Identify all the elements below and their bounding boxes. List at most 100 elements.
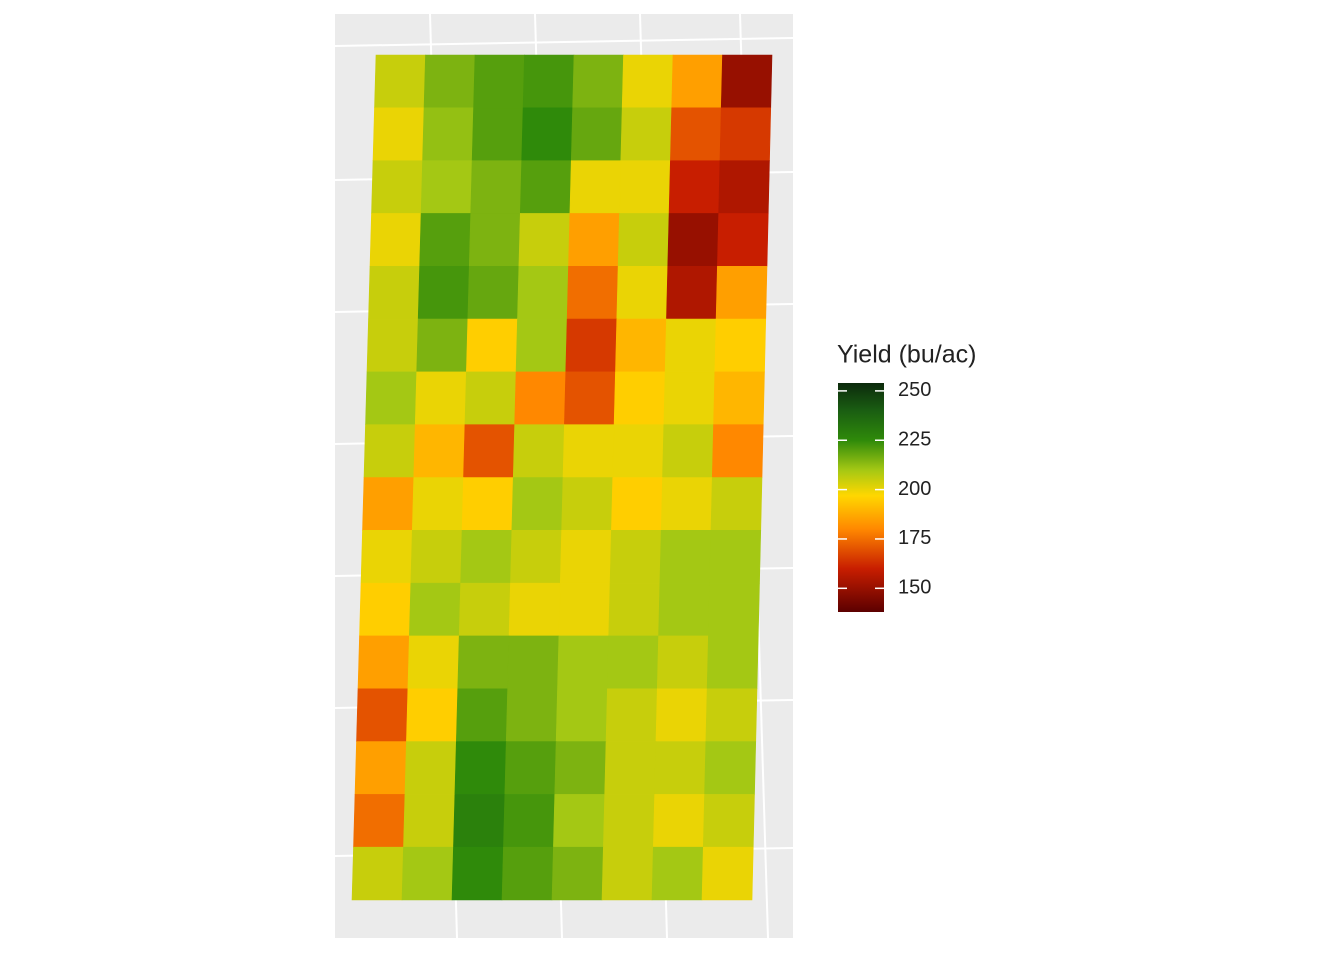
- yield-cell: [420, 160, 473, 214]
- yield-cell: [404, 741, 457, 795]
- yield-cell: [660, 477, 713, 531]
- yield-cell: [553, 794, 605, 848]
- yield-cell: [611, 477, 663, 531]
- yield-cell: [601, 846, 654, 901]
- yield-cell: [518, 213, 571, 267]
- yield-cell: [621, 54, 674, 109]
- yield-cell: [655, 688, 708, 742]
- yield-cell: [608, 582, 661, 637]
- yield-cell: [419, 213, 471, 267]
- yield-cell: [512, 424, 565, 478]
- yield-cell: [357, 635, 410, 690]
- yield-cell: [368, 265, 420, 320]
- yield-cell: [463, 424, 515, 478]
- yield-cell: [409, 582, 461, 637]
- legend-tick-label: 200: [898, 478, 931, 500]
- yield-cell: [711, 424, 764, 478]
- yield-cell: [515, 318, 568, 373]
- yield-cell: [619, 160, 671, 214]
- yield-cell: [612, 424, 665, 478]
- yield-cell: [617, 213, 670, 267]
- yield-cell: [423, 54, 476, 109]
- yield-cell: [360, 530, 413, 584]
- yield-cell: [559, 530, 612, 584]
- yield-cell: [558, 582, 611, 637]
- yield-cells: [351, 54, 773, 901]
- yield-cell: [501, 846, 554, 901]
- yield-cell: [603, 794, 655, 848]
- yield-cell: [468, 213, 521, 267]
- yield-cell: [353, 794, 406, 848]
- yield-cell: [554, 741, 607, 795]
- yield-cell: [701, 846, 754, 901]
- yield-cell: [410, 530, 463, 584]
- legend-tick-label: 175: [898, 527, 931, 549]
- yield-cell: [510, 530, 562, 584]
- yield-cell: [714, 318, 767, 373]
- yield-cell: [508, 582, 561, 637]
- yield-cell: [719, 107, 772, 161]
- yield-cell: [671, 54, 723, 109]
- yield-cell: [557, 635, 610, 690]
- yield-cell: [718, 160, 770, 214]
- yield-cell: [710, 477, 763, 531]
- yield-cell: [615, 318, 667, 373]
- yield-cell: [505, 688, 558, 742]
- yield-cell: [507, 635, 560, 690]
- legend: 150 175 200 225 250: [838, 379, 931, 599]
- yield-cell: [667, 213, 719, 267]
- yield-cell: [411, 477, 464, 531]
- yield-cell: [371, 160, 423, 214]
- yield-cell: [354, 741, 407, 795]
- yield-cell: [522, 54, 575, 109]
- yield-cell: [668, 160, 721, 214]
- yield-cell: [521, 107, 573, 161]
- yield-cell: [417, 265, 470, 320]
- yield-cell: [467, 265, 520, 320]
- yield-cell: [715, 265, 768, 320]
- yield-cell: [663, 371, 716, 425]
- yield-cell: [464, 371, 517, 425]
- yield-cell: [466, 318, 518, 373]
- yield-cell: [620, 107, 672, 161]
- yield-cell: [616, 265, 669, 320]
- yield-cell: [555, 688, 608, 742]
- yield-cell: [517, 265, 569, 320]
- yield-cell: [670, 107, 722, 161]
- yield-cell: [659, 530, 712, 584]
- yield-cell: [359, 582, 412, 637]
- yield-cell: [720, 54, 773, 109]
- yield-cell: [454, 741, 507, 795]
- yield-cell: [511, 477, 564, 531]
- yield-cell: [708, 582, 760, 637]
- yield-cell: [374, 54, 426, 109]
- yield-cell: [456, 688, 508, 742]
- yield-cell: [653, 794, 705, 848]
- colorbar: [838, 383, 884, 612]
- yield-cell: [666, 265, 718, 320]
- legend-title: Yield (bu/ac): [837, 341, 976, 369]
- yield-cell: [609, 530, 662, 584]
- yield-cell: [406, 688, 459, 742]
- yield-cell: [568, 213, 620, 267]
- yield-cell: [702, 794, 755, 848]
- yield-cell: [362, 477, 415, 531]
- yield-cell: [461, 477, 514, 531]
- yield-cell: [565, 318, 618, 373]
- yield-cell: [416, 318, 469, 373]
- yield-cell: [457, 635, 510, 690]
- yield-cell: [403, 794, 456, 848]
- yield-cell: [654, 741, 707, 795]
- yield-cell: [656, 635, 709, 690]
- yield-cell: [713, 371, 765, 425]
- yield-cell: [471, 107, 524, 161]
- legend-tick-label: 150: [898, 577, 931, 599]
- yield-cell: [551, 846, 604, 901]
- yield-cell: [519, 160, 572, 214]
- yield-cell: [422, 107, 474, 161]
- yield-cell: [473, 54, 525, 109]
- yield-cell: [706, 635, 759, 690]
- yield-cell: [365, 371, 417, 425]
- yield-cell: [613, 371, 666, 425]
